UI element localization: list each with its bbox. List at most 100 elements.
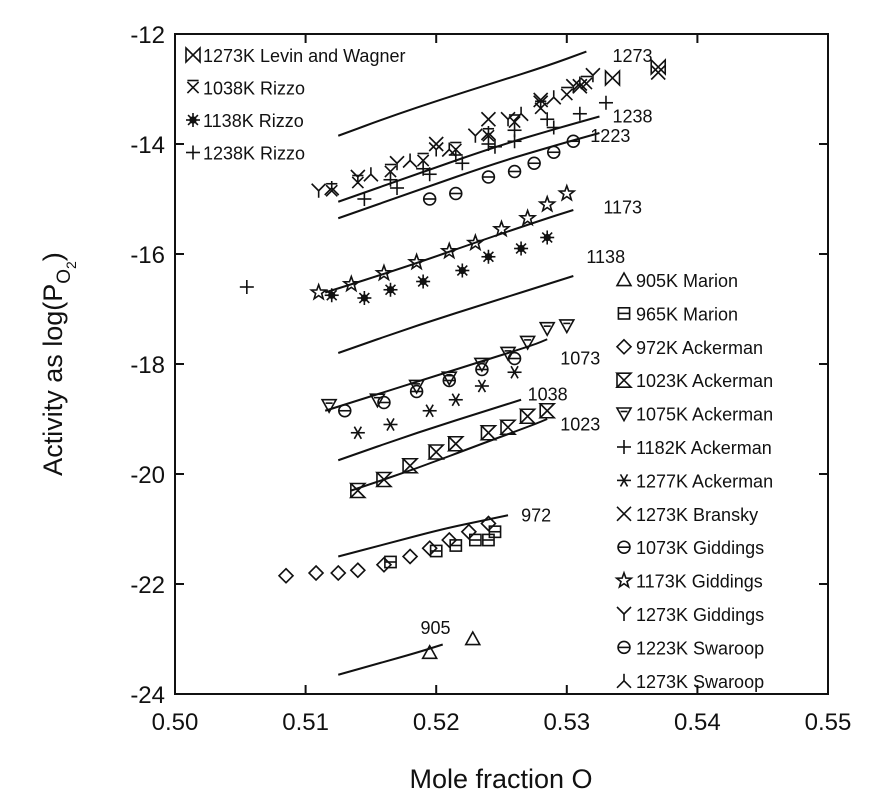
isotherm-label-1138: 1138 bbox=[586, 247, 625, 267]
y-tick-label: -16 bbox=[130, 242, 165, 269]
data-point bbox=[350, 169, 366, 184]
data-point bbox=[421, 540, 438, 557]
isotherm-line-1023 bbox=[350, 418, 548, 492]
y-tick-label: -20 bbox=[130, 462, 165, 489]
series-965k-marion bbox=[384, 525, 502, 569]
data-point bbox=[540, 230, 555, 245]
legend-label-1075k-ackerman: 1075K Ackerman bbox=[636, 405, 773, 425]
data-point bbox=[348, 482, 367, 499]
data-point bbox=[309, 282, 329, 301]
data-point bbox=[538, 321, 556, 337]
data-point bbox=[481, 137, 496, 151]
data-point bbox=[384, 163, 397, 178]
series-1182k-ackerman bbox=[383, 112, 555, 187]
data-point bbox=[384, 555, 397, 569]
plot-frame bbox=[174, 33, 829, 695]
data-point bbox=[320, 398, 338, 414]
legend-label-1038k-rizzo: 1038K Rizzo bbox=[203, 79, 305, 99]
legend-label-1138k-rizzo: 1138K Rizzo bbox=[203, 111, 304, 131]
data-point bbox=[487, 139, 502, 154]
x-tick-label: 0.51 bbox=[282, 709, 329, 736]
series-1073k-giddings bbox=[338, 351, 522, 418]
data-point bbox=[518, 408, 537, 425]
data-point bbox=[488, 525, 502, 539]
data-point bbox=[324, 288, 339, 303]
data-point bbox=[455, 263, 470, 278]
data-point bbox=[357, 192, 372, 206]
x-axis-title: Mole fraction O bbox=[409, 764, 592, 794]
legend-label-1273k-bransky: 1273K Bransky bbox=[636, 505, 758, 525]
data-point bbox=[538, 402, 557, 419]
isotherm-label-905: 905 bbox=[421, 618, 451, 638]
data-point bbox=[416, 152, 430, 167]
legend-label-905k-marion: 905K Marion bbox=[636, 271, 738, 291]
legend-layer: 1273K Levin and Wagner 1038K Rizzo 1138K R… bbox=[185, 46, 773, 692]
isotherm-label-972: 972 bbox=[521, 505, 551, 525]
y-tick-label: -22 bbox=[130, 572, 165, 599]
data-point bbox=[598, 95, 613, 110]
data-point bbox=[277, 567, 295, 584]
data-point bbox=[572, 76, 588, 92]
data-point bbox=[480, 126, 497, 141]
data-point bbox=[375, 471, 393, 488]
data-point bbox=[507, 123, 522, 138]
legend-label-1173k-giddings: 1173K Giddings bbox=[636, 572, 763, 592]
series-1273k-swaroop bbox=[324, 76, 588, 196]
data-point bbox=[421, 644, 439, 660]
y-tick-label: -24 bbox=[130, 682, 165, 709]
data-point bbox=[468, 533, 482, 547]
data-point bbox=[448, 393, 463, 407]
data-point bbox=[407, 252, 427, 271]
data-point bbox=[389, 155, 405, 171]
y-axis-title-close: ) bbox=[38, 252, 68, 261]
legend-marker-1038k-rizzo bbox=[186, 79, 200, 94]
data-point bbox=[546, 120, 561, 135]
data-point bbox=[349, 562, 366, 579]
isotherm-label-1073: 1073 bbox=[560, 349, 600, 369]
y-tick-label: -18 bbox=[130, 352, 165, 379]
data-point bbox=[422, 192, 437, 206]
data-point bbox=[482, 533, 495, 547]
legend-label-1273k-levin-and-wagner: 1273K Levin and Wagner bbox=[203, 46, 405, 66]
data-point bbox=[491, 219, 512, 238]
series-972k-ackerman bbox=[277, 515, 497, 584]
x-tick-label: 0.54 bbox=[674, 709, 721, 736]
legend-marker-965k-marion bbox=[617, 306, 631, 320]
data-point bbox=[464, 630, 482, 646]
data-point bbox=[402, 153, 418, 169]
y-axis-title: Activity as log(PO2) bbox=[38, 252, 79, 476]
data-point bbox=[416, 274, 431, 289]
data-point bbox=[480, 111, 497, 127]
isotherm-label-1173: 1173 bbox=[603, 197, 642, 217]
legend-label-1273k-giddings: 1273K Giddings bbox=[636, 605, 764, 625]
data-point bbox=[375, 556, 393, 573]
legend-label-1238k-rizzo: 1238K Rizzo bbox=[203, 144, 305, 164]
points-layer bbox=[239, 58, 667, 660]
legend-marker-1277k-ackerman bbox=[617, 473, 631, 487]
legend-marker-1073k-giddings bbox=[617, 540, 631, 554]
legend-marker-1238k-rizzo bbox=[186, 145, 200, 160]
data-point bbox=[427, 444, 446, 460]
isotherm-label-1038: 1038 bbox=[528, 384, 568, 404]
data-point bbox=[513, 106, 529, 122]
ticks-layer: 0.50 0.51 0.52 0.53 0.54 0.55 -24 -22 -20 -18 -16 -… bbox=[130, 22, 851, 736]
data-point bbox=[449, 186, 463, 201]
isotherm-label-1023: 1023 bbox=[560, 415, 600, 435]
data-point bbox=[338, 404, 352, 418]
data-point bbox=[585, 67, 601, 83]
data-point bbox=[507, 164, 522, 179]
series-1173k-giddings bbox=[309, 183, 577, 301]
data-point bbox=[527, 156, 541, 170]
data-point bbox=[374, 263, 394, 282]
data-point bbox=[479, 424, 498, 441]
data-point bbox=[507, 365, 522, 379]
data-point bbox=[467, 128, 483, 143]
legend-marker-1273k-giddings bbox=[616, 606, 632, 621]
data-point bbox=[558, 319, 576, 335]
legend-marker-1273k-levin-and-wagner bbox=[185, 46, 201, 64]
x-tick-label: 0.55 bbox=[805, 709, 852, 736]
data-point bbox=[537, 194, 557, 213]
legend-label-1073k-giddings: 1073K Giddings bbox=[636, 538, 764, 558]
legend-label-1182k-ackerman: 1182K Ackerman bbox=[636, 438, 772, 458]
data-point bbox=[533, 92, 549, 108]
